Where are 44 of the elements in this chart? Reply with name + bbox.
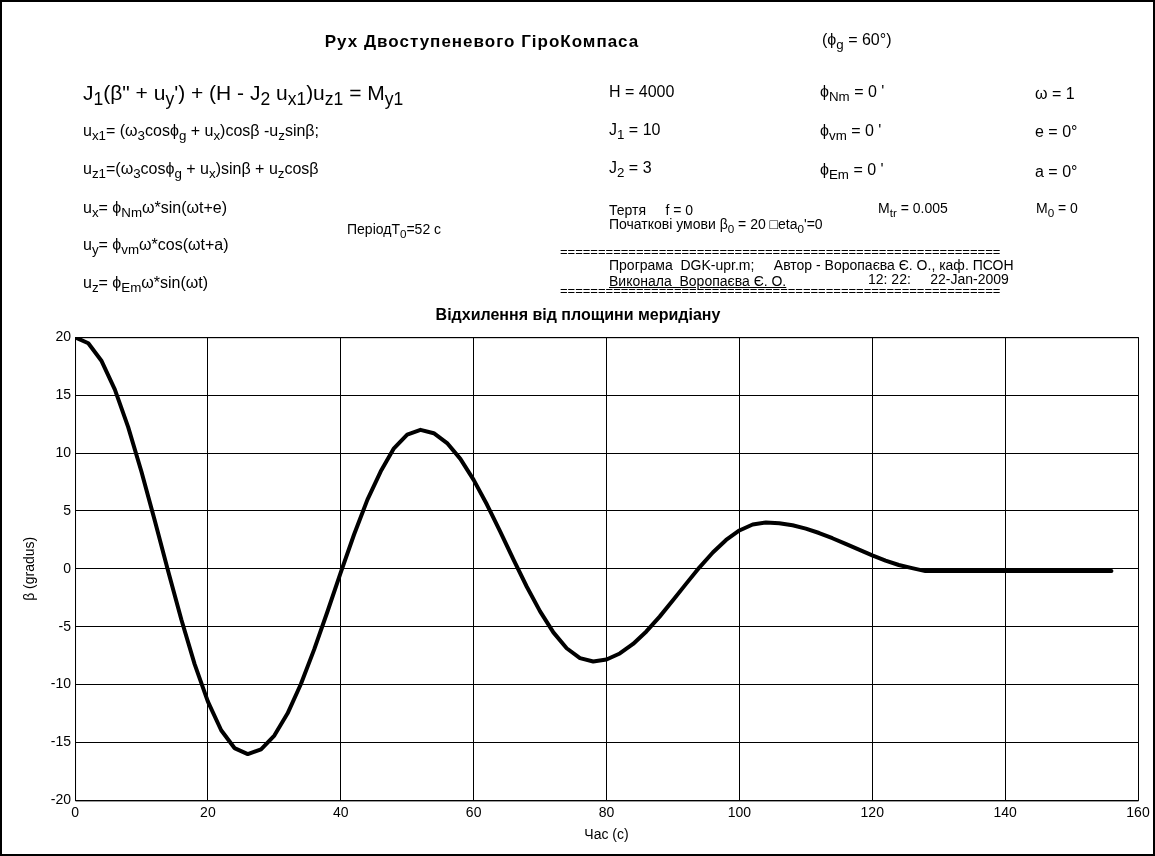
x-tick-label: 100 (727, 803, 752, 820)
text: u$_{z}$= ϕ$_{Em}$ω*sin(ωt) (83, 274, 209, 296)
text: J$_{2}$ = 3 (609, 159, 652, 181)
text: Програма DGK-upr.m; Автор - Воропаєва Є. О., каф. ПСОН (609, 257, 1014, 273)
text: ϕ$_{Nm}$ = 0 ' (820, 83, 885, 105)
text: Тертя f = 0 (609, 202, 694, 218)
x-tick-label: 140 (993, 803, 1018, 820)
y-tick-label: -20 (50, 791, 72, 808)
chart-title: Рух Двоступеневого ГіроКомпаса (324, 32, 640, 51)
text: M$_{tr}$ = 0.005 (878, 200, 948, 219)
y-tick-label: 15 (55, 385, 72, 402)
y-tick-label: -15 (50, 733, 72, 750)
x-tick-label: 60 (465, 803, 482, 820)
y-tick-label: 20 (55, 328, 72, 345)
text: H = 4000 (609, 83, 675, 100)
text: ========================================================== (560, 244, 1001, 259)
text: a = 0° (1035, 163, 1078, 180)
x-tick-label: 120 (860, 803, 885, 820)
x-tick-label: 80 (598, 803, 615, 820)
y-tick-label: 10 (55, 443, 72, 460)
text: u$_{z1}$=(ω$_{3}$cosϕ$_{g}$ + u$_{x}$)sinβ + u$_{z}$cosβ (83, 160, 319, 182)
chart-subtitle: Відхилення від площини меридіану (435, 306, 721, 324)
text: u$_{y}$= ϕ$_{vm}$ω*cos(ωt+a) (83, 236, 229, 258)
y-tick-label: -5 (58, 617, 72, 634)
text: e = 0° (1035, 123, 1078, 140)
text: ПеріодT$_{0}$=52 с (347, 221, 442, 240)
text: ϕ$_{vm}$ = 0 ' (820, 122, 882, 144)
text: ω = 1 (1035, 85, 1075, 102)
text: M$_{0}$ = 0 (1036, 200, 1078, 219)
y-tick-label: 5 (63, 501, 72, 518)
text: (ϕ$_{g}$ = 60°) (822, 31, 892, 53)
y-tick-label: 0 (63, 559, 72, 576)
text: u$_{x1}$= (ω$_{3}$cosϕ$_{g}$ + u$_{x}$)cosβ -u$_{z}$sinβ; (83, 122, 319, 144)
x-tick-label: 20 (200, 803, 216, 820)
y-tick-label: -10 (50, 675, 72, 692)
y-axis-title: β (gradus) (21, 536, 38, 601)
text: ϕ$_{Em}$ = 0 ' (820, 161, 884, 183)
text: Початкові умови β$_{0}$ = 20 □eta$_{0}$'=0 (609, 216, 823, 235)
x-axis-title: Час (с) (584, 826, 629, 843)
x-tick-label: 40 (332, 803, 349, 820)
text: u$_{x}$= ϕ$_{Nm}$ω*sin(ωt+e) (83, 199, 228, 221)
x-tick-label: 160 (1126, 803, 1150, 820)
text: J$_{1}$ = 10 (609, 121, 661, 143)
text: J$_{1}$(β" + u$_{y}$') + (H - J$_{2}$ u$_{x1}$)u$_{z1}$ = M$_{y1}$ (83, 81, 404, 110)
